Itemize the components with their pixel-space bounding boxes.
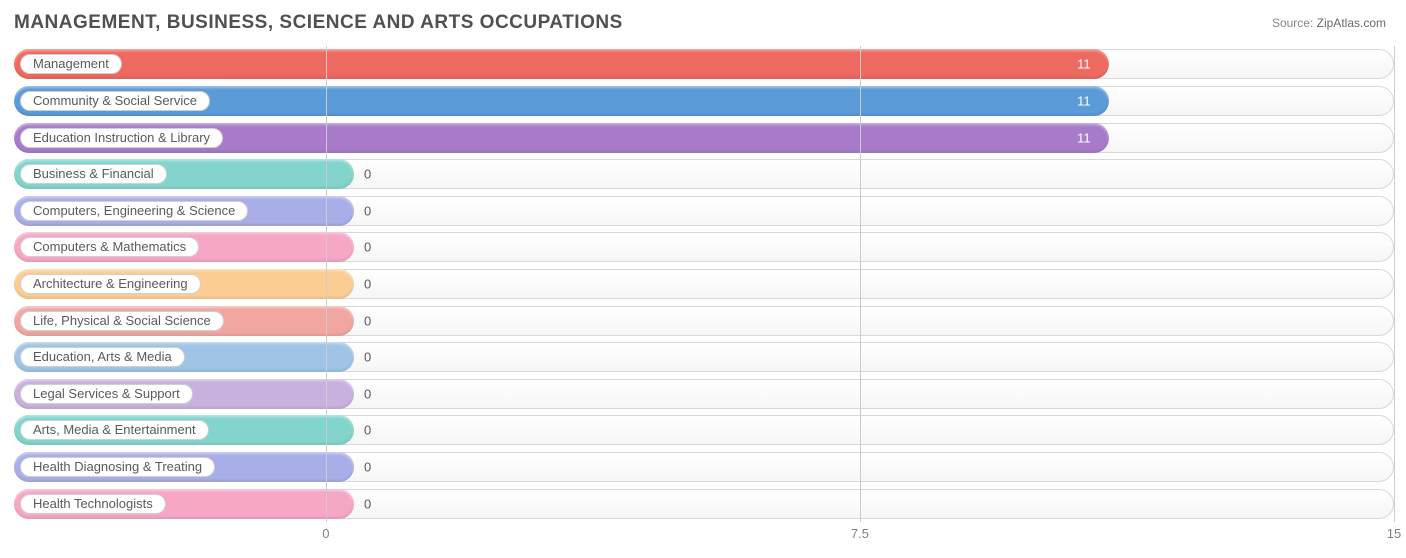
bar-group: Management 11 Community & Social Service 11… [14,46,1394,522]
x-axis: 07.515 [14,526,1394,544]
bar-value-label: 0 [364,386,371,401]
bar-category-label: Health Diagnosing & Treating [20,457,215,477]
bar-value-label: 0 [364,276,371,291]
plot-area: Management 11 Community & Social Service 11… [14,46,1394,522]
bar-category-label: Computers & Mathematics [20,237,199,257]
bar-value-label: 0 [364,350,371,365]
bar-value-label: 11 [1077,57,1091,72]
source-link: ZipAtlas.com [1317,16,1386,30]
bar-category-label: Arts, Media & Entertainment [20,420,209,440]
bar-row: Architecture & Engineering 0 [14,269,1394,299]
bar-row: Health Diagnosing & Treating 0 [14,452,1394,482]
bar-category-label: Computers, Engineering & Science [20,201,248,221]
header: MANAGEMENT, BUSINESS, SCIENCE AND ARTS O… [12,8,1394,38]
chart-container: MANAGEMENT, BUSINESS, SCIENCE AND ARTS O… [0,0,1406,558]
x-tick: 7.5 [851,526,869,541]
bar-category-label: Legal Services & Support [20,384,193,404]
bar-value-label: 0 [364,460,371,475]
bar-category-label: Architecture & Engineering [20,274,201,294]
bar-row: Business & Financial 0 [14,159,1394,189]
bar-row: Computers & Mathematics 0 [14,232,1394,262]
bar-row: Education, Arts & Media 0 [14,342,1394,372]
bar-value-label: 11 [1077,93,1091,108]
bar-row: Arts, Media & Entertainment 0 [14,415,1394,445]
bar-category-label: Management [20,54,122,74]
gridline [860,46,861,522]
bar-fill [14,49,1109,79]
chart-title: MANAGEMENT, BUSINESS, SCIENCE AND ARTS O… [14,12,623,34]
gridline [326,46,327,522]
bar-row: Health Technologists 0 [14,489,1394,519]
bar-value-label: 0 [364,496,371,511]
bar-value-label: 0 [364,423,371,438]
bar-value-label: 0 [364,167,371,182]
bar-category-label: Life, Physical & Social Science [20,311,224,331]
bar-category-label: Education Instruction & Library [20,128,223,148]
bar-category-label: Community & Social Service [20,91,210,111]
bar-value-label: 0 [364,313,371,328]
bar-row: Management 11 [14,49,1394,79]
bar-value-label: 11 [1077,130,1091,145]
bar-row: Computers, Engineering & Science 0 [14,196,1394,226]
bar-row: Legal Services & Support 0 [14,379,1394,409]
x-tick: 0 [322,526,329,541]
bar-category-label: Education, Arts & Media [20,347,185,367]
x-tick: 15 [1387,526,1401,541]
source-attribution: Source: ZipAtlas.com [1272,16,1386,30]
bar-row: Life, Physical & Social Science 0 [14,306,1394,336]
bar-value-label: 0 [364,203,371,218]
gridline [1394,46,1395,522]
bar-category-label: Health Technologists [20,494,166,514]
bar-row: Community & Social Service 11 [14,86,1394,116]
source-label: Source: [1272,16,1313,30]
bar-value-label: 0 [364,240,371,255]
bar-category-label: Business & Financial [20,164,167,184]
bar-row: Education Instruction & Library 11 [14,123,1394,153]
